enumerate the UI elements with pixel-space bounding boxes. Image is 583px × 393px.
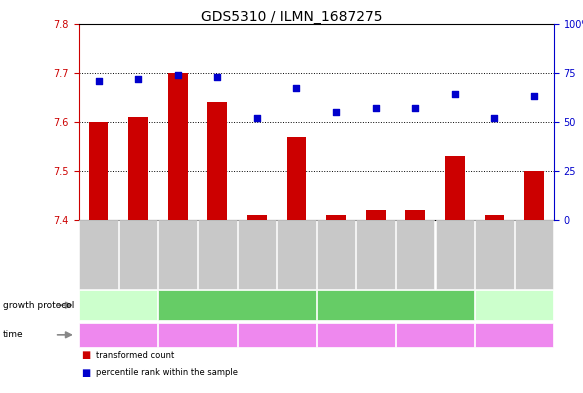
Bar (366, 210, 385, 220)
Point (410, 105, 420, 111)
Text: GSM1044269: GSM1044269 (215, 235, 220, 274)
Bar (247, 215, 267, 220)
Text: GSM1044266: GSM1044266 (413, 235, 418, 274)
Text: GSM1044264: GSM1044264 (254, 235, 259, 274)
Point (94, 77, 103, 84)
Bar (524, 171, 544, 220)
Text: GSM1044262: GSM1044262 (96, 235, 101, 274)
Bar (287, 136, 307, 220)
Point (331, 109, 340, 115)
Point (371, 105, 380, 111)
Text: GSM1044265: GSM1044265 (333, 235, 339, 274)
Text: day 7: day 7 (107, 331, 130, 339)
Text: day 7: day 7 (265, 331, 289, 339)
Point (292, 85, 301, 92)
Text: day 4: day 4 (186, 331, 209, 339)
Bar (326, 215, 346, 220)
Point (450, 91, 459, 97)
Text: 2 dimensional
monolayer: 2 dimensional monolayer (92, 296, 145, 315)
Text: GSM1044271: GSM1044271 (373, 235, 378, 274)
Text: day 7: day 7 (423, 331, 447, 339)
Text: growth protocol: growth protocol (3, 301, 74, 310)
Text: day 4: day 4 (344, 331, 367, 339)
Text: xenograph (mam
mary fat pad): xenograph (mam mary fat pad) (482, 296, 547, 315)
Point (134, 75, 143, 82)
Bar (128, 117, 148, 220)
Point (173, 72, 182, 78)
Text: GSM1044273: GSM1044273 (532, 235, 536, 274)
Bar (208, 102, 227, 220)
Point (252, 115, 262, 121)
Point (490, 115, 499, 121)
Text: ■: ■ (82, 350, 91, 360)
Bar (89, 122, 108, 220)
Text: time: time (3, 331, 23, 339)
Point (213, 73, 222, 80)
Text: GSM1044270: GSM1044270 (294, 235, 299, 274)
Point (529, 93, 539, 99)
Text: ■: ■ (82, 367, 91, 378)
Text: GSM1044268: GSM1044268 (136, 235, 141, 274)
Text: GSM1044272: GSM1044272 (452, 235, 457, 274)
Bar (445, 156, 465, 220)
Text: GSM1044267: GSM1044267 (492, 235, 497, 274)
Bar (168, 73, 188, 220)
Bar (484, 215, 504, 220)
Text: GSM1044263: GSM1044263 (175, 235, 180, 274)
Text: 3 dimensional polyHEMA: 3 dimensional polyHEMA (348, 301, 443, 310)
Text: 3 dimensional Matrigel: 3 dimensional Matrigel (193, 301, 281, 310)
Bar (405, 210, 425, 220)
Text: transformed count: transformed count (96, 351, 174, 360)
Text: day 43: day 43 (500, 331, 529, 339)
Text: GDS5310 / ILMN_1687275: GDS5310 / ILMN_1687275 (201, 10, 382, 24)
Text: percentile rank within the sample: percentile rank within the sample (96, 368, 238, 377)
